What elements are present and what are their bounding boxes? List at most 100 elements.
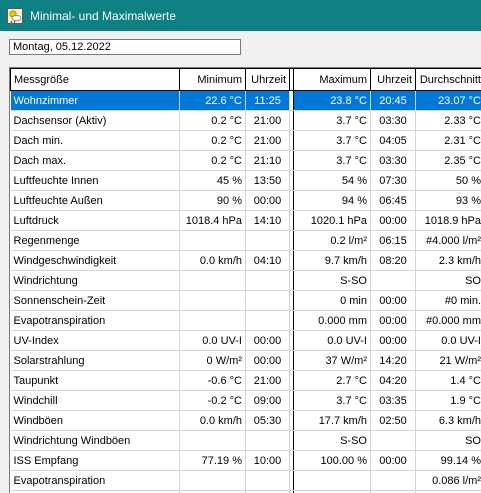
cell-maximum: 94 % — [294, 191, 371, 211]
cell-minimum: 22.6 °C — [180, 91, 246, 111]
cell-average: 0.0 UV-I — [416, 331, 481, 351]
column-header-name[interactable]: Messgröße — [11, 69, 180, 91]
cell-maximum: S-SO — [294, 271, 371, 291]
cell-min-time — [246, 471, 290, 491]
cell-max-time: 08:20 — [371, 251, 416, 271]
cell-average: 1.4 °C — [416, 371, 481, 391]
cell-name: Evapotranspiration — [11, 471, 180, 491]
cell-max-time: 20:45 — [371, 91, 416, 111]
cell-min-time: 10:00 — [246, 451, 290, 471]
cell-maximum: 9.7 km/h — [294, 251, 371, 271]
cell-name: Windchill — [11, 391, 180, 411]
column-header-average[interactable]: Durchschnitt — [416, 69, 481, 91]
cell-min-time: 00:00 — [246, 191, 290, 211]
window-title: Minimal- und Maximalwerte — [30, 9, 176, 23]
cell-max-time: 02:50 — [371, 411, 416, 431]
cell-min-time: 00:00 — [246, 351, 290, 371]
cell-minimum: 0.2 °C — [180, 151, 246, 171]
cell-average: 93 % — [416, 191, 481, 211]
cell-average: 0.086 l/m² — [416, 471, 481, 491]
cell-average: 2.35 °C — [416, 151, 481, 171]
cell-minimum — [180, 231, 246, 251]
cell-max-time: 04:05 — [371, 131, 416, 151]
cell-average: 23.07 °C — [416, 91, 481, 111]
cell-max-time: 07:30 — [371, 171, 416, 191]
cell-minimum: 77.19 % — [180, 451, 246, 471]
cell-name: Sonnenschein-Zeit — [11, 291, 180, 311]
column-header-minimum[interactable]: Minimum — [180, 69, 246, 91]
cell-minimum: 0.0 km/h — [180, 411, 246, 431]
cell-average: 2.3 km/h — [416, 251, 481, 271]
table-row[interactable]: Evapotranspiration 0.086 l/m² — [11, 471, 481, 491]
date-field[interactable]: Montag, 05.12.2022 — [9, 39, 241, 55]
column-header-min-time[interactable]: Uhrzeit — [246, 69, 290, 91]
cell-max-time — [371, 431, 416, 451]
cell-average: 6.3 km/h — [416, 411, 481, 431]
cell-maximum: 3.7 °C — [294, 131, 371, 151]
cell-maximum: 0 min — [294, 291, 371, 311]
cell-min-time: 14:10 — [246, 211, 290, 231]
cell-maximum: 100.00 % — [294, 451, 371, 471]
cell-maximum: 0.0 UV-I — [294, 331, 371, 351]
cell-name: Luftfeuchte Innen — [11, 171, 180, 191]
cell-maximum: S-SO — [294, 431, 371, 451]
cell-min-time — [246, 311, 290, 331]
cell-name: Solarstrahlung — [11, 351, 180, 371]
cell-min-time: 05:30 — [246, 411, 290, 431]
cell-min-time — [246, 431, 290, 451]
cell-minimum: 1018.4 hPa — [180, 211, 246, 231]
cell-maximum: 2.7 °C — [294, 371, 371, 391]
cell-max-time: 00:00 — [371, 451, 416, 471]
cell-name: UV-Index — [11, 331, 180, 351]
cell-max-time: 03:30 — [371, 151, 416, 171]
cell-max-time: 04:20 — [371, 371, 416, 391]
minmax-grid[interactable]: Messgröße Minimum Uhrzeit Maximum Uhrzei… — [9, 67, 481, 493]
cell-average: SO — [416, 271, 481, 291]
cell-minimum: 0.2 °C — [180, 111, 246, 131]
cell-maximum: 17.7 km/h — [294, 411, 371, 431]
cell-average: SO — [416, 431, 481, 451]
cell-maximum: 54 % — [294, 171, 371, 191]
cell-name: Luftfeuchte Außen — [11, 191, 180, 211]
cell-min-time — [246, 291, 290, 311]
cell-maximum: 23.8 °C — [294, 91, 371, 111]
cell-maximum: 0.000 mm — [294, 311, 371, 331]
cell-minimum: -0.2 °C — [180, 391, 246, 411]
cell-min-time: 00:00 — [246, 331, 290, 351]
cell-average: 2.33 °C — [416, 111, 481, 131]
cell-min-time: 21:00 — [246, 131, 290, 151]
cell-average: #0 min. — [416, 291, 481, 311]
cell-max-time — [371, 271, 416, 291]
cell-max-time: 03:35 — [371, 391, 416, 411]
cell-average: #4.000 l/m² — [416, 231, 481, 251]
cell-name: Taupunkt — [11, 371, 180, 391]
title-bar[interactable]: Minimal- und Maximalwerte — [0, 0, 481, 31]
cell-min-time: 09:00 — [246, 391, 290, 411]
cell-max-time: 03:30 — [371, 111, 416, 131]
cell-min-time — [246, 271, 290, 291]
cell-minimum: 0.2 °C — [180, 131, 246, 151]
cell-average: 2.31 °C — [416, 131, 481, 151]
column-header-maximum[interactable]: Maximum — [294, 69, 371, 91]
cell-average: 1.9 °C — [416, 391, 481, 411]
column-header-max-time[interactable]: Uhrzeit — [371, 69, 416, 91]
